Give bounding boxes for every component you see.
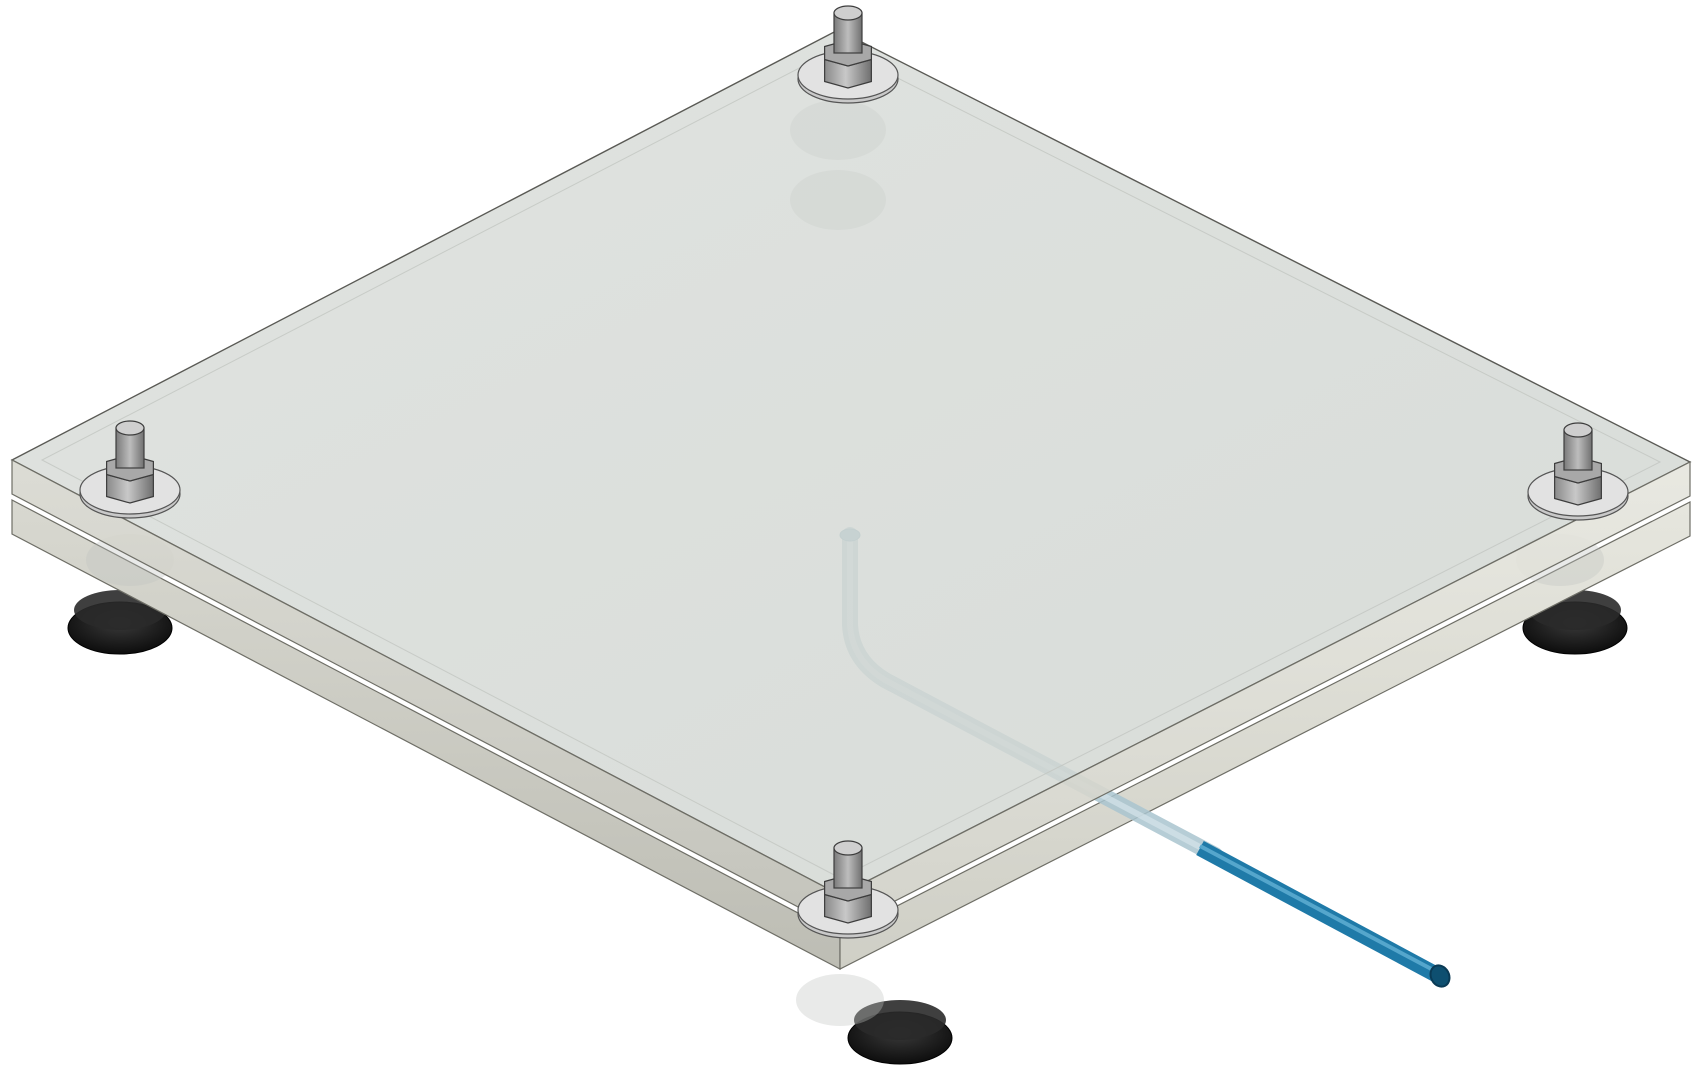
fastener [797, 840, 899, 939]
fastener-set [79, 5, 1629, 939]
rubber-foot-top [854, 1000, 946, 1040]
ghost-standoff [796, 974, 884, 1026]
stud-top [833, 5, 863, 21]
fastener [797, 5, 899, 104]
top-plate-face [10, 29, 1692, 896]
tube-highlight [1199, 844, 1438, 974]
tube-end [1429, 964, 1451, 988]
bottom-plate-side-edge [839, 501, 1691, 970]
bottom-glass-plate [11, 499, 1691, 970]
stud-top [1563, 422, 1593, 438]
stud-top [115, 420, 145, 436]
fastener [1527, 422, 1629, 521]
fastener [79, 420, 181, 519]
top-glass-plate [10, 29, 1692, 930]
tube-outlet [1196, 840, 1451, 988]
stud-top [833, 840, 863, 856]
